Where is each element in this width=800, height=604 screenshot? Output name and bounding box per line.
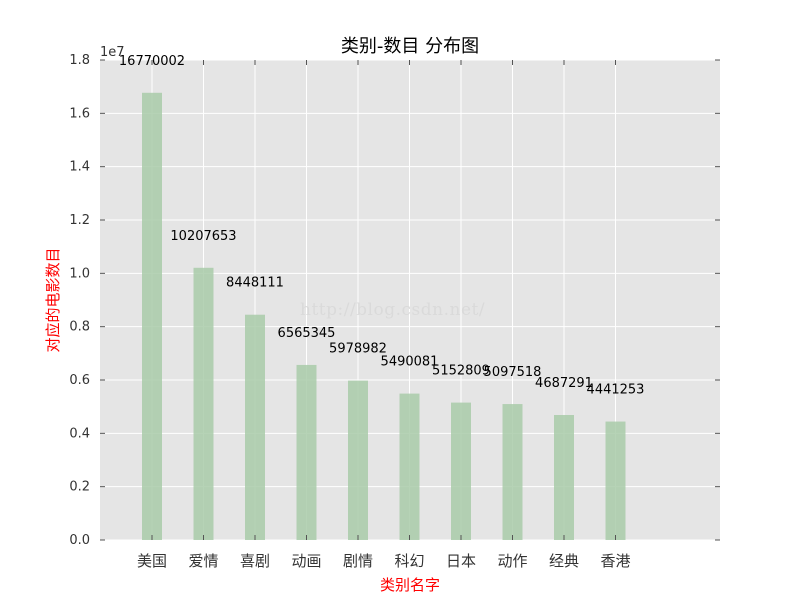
bar-value-label: 5097518 [484, 365, 542, 380]
x-tick-label: 动画 [291, 552, 321, 570]
x-tick-label: 经典 [549, 552, 579, 570]
bar [348, 380, 368, 540]
x-tick-label: 美国 [137, 552, 167, 570]
bar [554, 415, 574, 540]
bar [502, 404, 523, 540]
bar [245, 314, 265, 540]
bar-value-label: 5152809 [432, 364, 490, 379]
x-tick-label: 科幻 [394, 552, 424, 570]
x-tick-label: 喜剧 [240, 552, 270, 570]
bar-value-label: 10207653 [170, 229, 236, 244]
x-tick-label: 日本 [446, 552, 476, 570]
bar [399, 393, 420, 540]
bar-value-label: 8448111 [226, 276, 284, 291]
y-tick-label: 1.2 [69, 213, 90, 228]
y-tick-label: 0.2 [69, 480, 90, 495]
x-tick-label: 香港 [600, 552, 630, 570]
bar-value-label: 5978982 [329, 342, 387, 357]
y-tick-label: 0.8 [69, 320, 90, 335]
y-axis-ticks: 0.0 0.2 0.4 0.6 0.8 1.0 1.2 1.4 1.6 1.8 [69, 53, 720, 548]
x-tick-label: 爱情 [188, 552, 218, 570]
bar [296, 364, 317, 540]
bar [451, 402, 471, 540]
y-axis-label: 对应的电影数目 [44, 247, 62, 352]
y-tick-label: 0.6 [69, 373, 90, 388]
bar [142, 92, 162, 540]
y-tick-label: 1.8 [69, 53, 90, 68]
x-axis-ticks: 美国 爱情 喜剧 动画 剧情 科幻 日本 动作 经典 香港 [137, 60, 631, 570]
bars [142, 92, 626, 540]
y-tick-label: 0.4 [69, 426, 90, 441]
x-axis-label: 类别名字 [380, 576, 440, 594]
chart-title: 类别-数目 分布图 [341, 36, 479, 57]
y-tick-label: 0.0 [69, 533, 90, 548]
bar-value-label: 5490081 [381, 355, 439, 370]
bar-value-label: 4687291 [535, 376, 593, 391]
y-tick-label: 1.4 [69, 160, 90, 175]
bar-value-label: 4441253 [587, 383, 645, 398]
x-tick-label: 动作 [497, 552, 527, 570]
x-tick-label: 剧情 [343, 552, 373, 570]
y-axis-multiplier: 1e7 [100, 45, 125, 60]
value-labels: 1677000210207653844811165653455978982549… [119, 54, 645, 398]
bar [605, 421, 626, 540]
y-tick-label: 1.0 [69, 266, 90, 281]
y-tick-label: 1.6 [69, 106, 90, 121]
bar [193, 267, 214, 540]
bar-value-label: 6565345 [278, 326, 336, 341]
